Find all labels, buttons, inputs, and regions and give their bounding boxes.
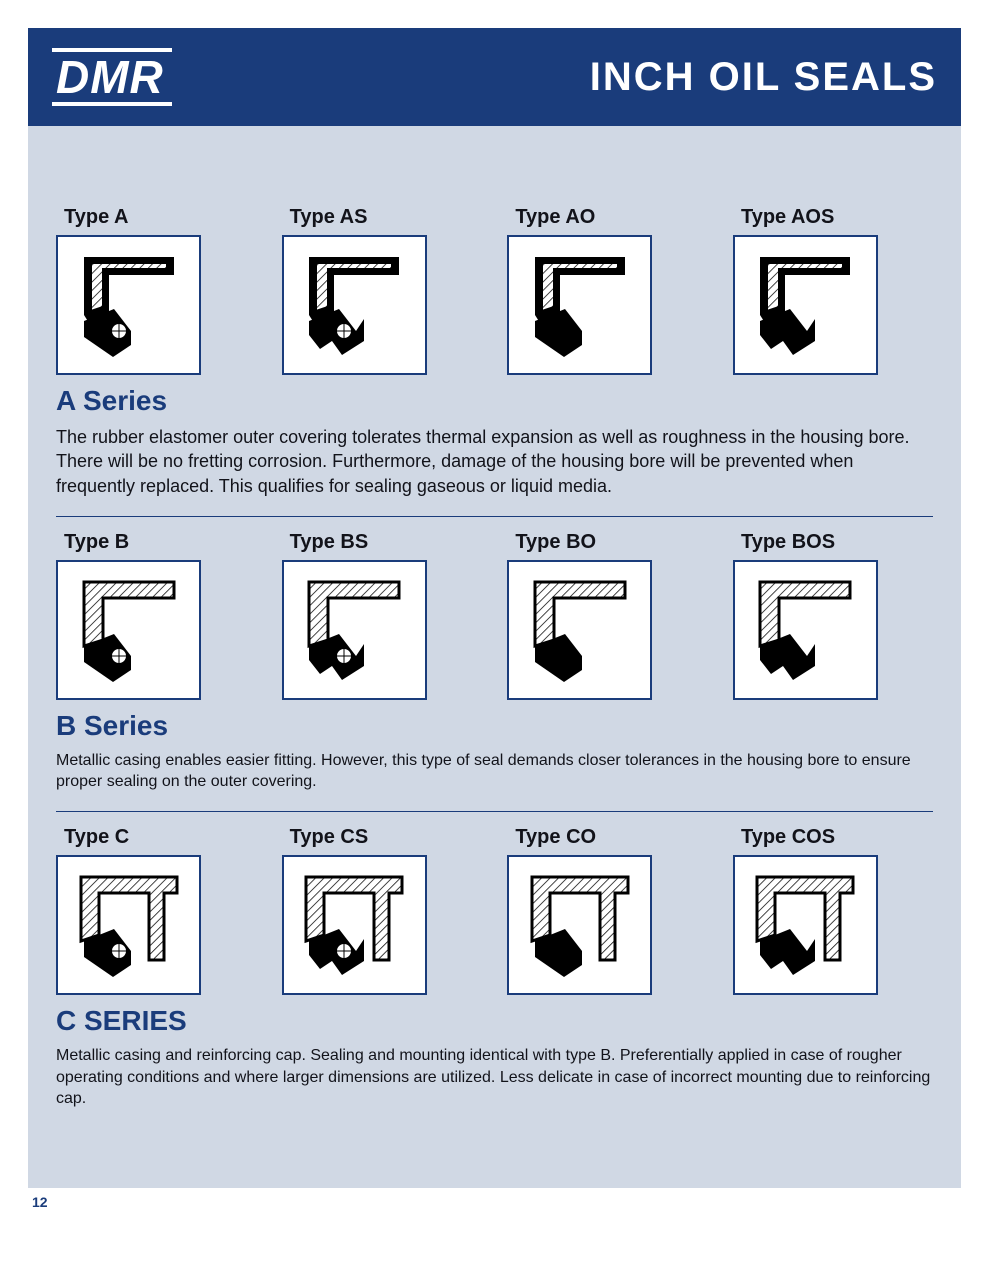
type-label: Type AO [515,206,707,229]
type-label: Type A [64,206,256,229]
series-description: Metallic casing and reinforcing cap. Sea… [56,1045,933,1110]
type-label: Type BOS [741,531,933,554]
series-heading: B Series [56,710,933,742]
seal-diagram [56,855,201,995]
seal-diagram [507,560,652,700]
seal-diagram [282,560,427,700]
type-cell: Type A [56,206,256,375]
page-title: INCH OIL SEALS [590,55,937,100]
page-number: 12 [32,1194,48,1210]
type-label: Type AS [290,206,482,229]
type-label: Type B [64,531,256,554]
header-bar: DMR INCH OIL SEALS [28,28,961,126]
series-heading: C SERIES [56,1005,933,1037]
separator [56,811,933,812]
seal-diagram [507,235,652,375]
seal-diagram [733,235,878,375]
type-cell: Type AO [507,206,707,375]
seal-diagram [282,235,427,375]
series-heading: A Series [56,385,933,417]
type-cell: Type BS [282,531,482,700]
seal-diagram [282,855,427,995]
seal-diagram [733,560,878,700]
type-cell: Type BOS [733,531,933,700]
brand-logo: DMR [52,48,172,106]
series-description: The rubber elastomer outer covering tole… [56,425,933,498]
type-cell: Type CO [507,826,707,995]
type-label: Type CS [290,826,482,849]
series-description: Metallic casing enables easier fitting. … [56,750,933,793]
type-row: Type B Type BS Type BO Type BOS [56,531,933,700]
type-label: Type CO [515,826,707,849]
separator [56,516,933,517]
type-row: Type A Type AS Type AO Type AOS [56,206,933,375]
seal-diagram [733,855,878,995]
type-cell: Type COS [733,826,933,995]
type-label: Type C [64,826,256,849]
type-cell: Type AS [282,206,482,375]
seal-diagram [56,560,201,700]
type-label: Type AOS [741,206,933,229]
type-cell: Type AOS [733,206,933,375]
page-inner: DMR INCH OIL SEALS Type AType ASType AOT… [28,28,961,1188]
seal-diagram [56,235,201,375]
type-label: Type BS [290,531,482,554]
type-cell: Type BO [507,531,707,700]
type-cell: Type CS [282,826,482,995]
type-cell: Type B [56,531,256,700]
type-label: Type BO [515,531,707,554]
seal-diagram [507,855,652,995]
content-area: Type A Type AS Type AO Type AOS A Series The … [28,126,961,1110]
type-label: Type COS [741,826,933,849]
type-row: Type C Type CS Type CO Type COS [56,826,933,995]
catalog-page: DMR INCH OIL SEALS Type AType ASType AOT… [0,0,989,1218]
type-cell: Type C [56,826,256,995]
